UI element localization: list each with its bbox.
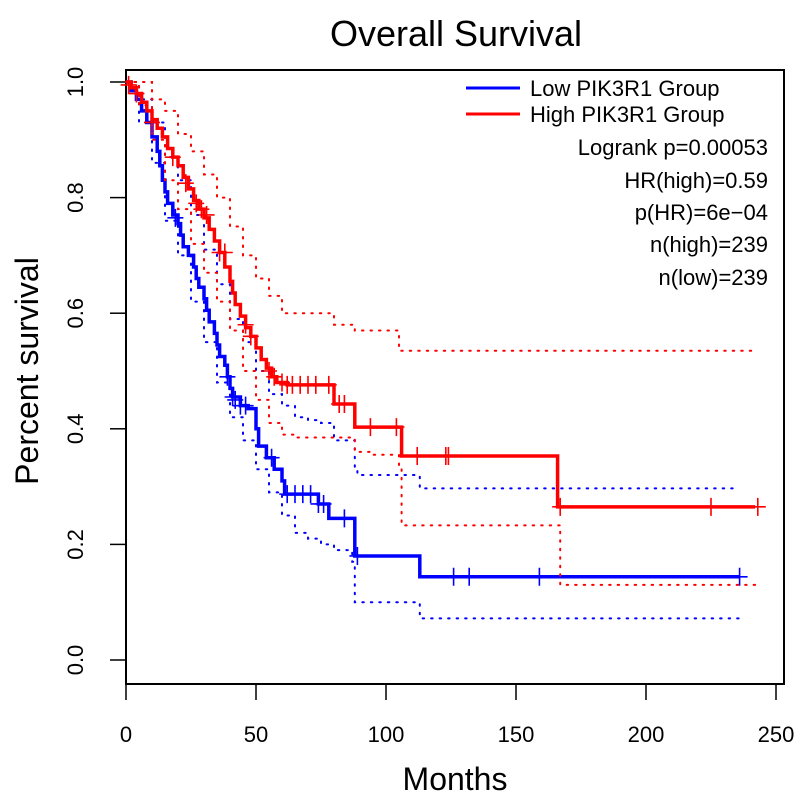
y-tick-label: 0.8 bbox=[63, 182, 88, 213]
censor-mark-high bbox=[552, 497, 569, 516]
censor-mark-high bbox=[320, 375, 337, 394]
censor-mark-low bbox=[349, 546, 366, 565]
censor-mark-high bbox=[164, 148, 181, 167]
censor-mark-high bbox=[216, 243, 233, 262]
series-high bbox=[120, 75, 766, 586]
censor-mark-low bbox=[224, 388, 241, 407]
x-tick-label: 200 bbox=[628, 722, 665, 747]
x-tick-label: 250 bbox=[758, 722, 795, 747]
censor-mark-high bbox=[177, 174, 194, 193]
censor-mark-low bbox=[237, 396, 254, 415]
censor-mark-low bbox=[445, 567, 462, 586]
y-tick-label: 1.0 bbox=[63, 67, 88, 98]
censor-mark-low bbox=[731, 567, 748, 586]
censor-mark-high bbox=[362, 418, 379, 437]
legend-label-high: High PIK3R1 Group bbox=[530, 102, 724, 127]
chart-title: Overall Survival bbox=[330, 13, 582, 54]
censor-mark-high bbox=[128, 84, 145, 103]
legend-label-low: Low PIK3R1 Group bbox=[530, 76, 720, 101]
annotation-logrank-p: Logrank p=0.00053 bbox=[578, 135, 768, 160]
censor-mark-high bbox=[237, 315, 254, 334]
y-tick-label: 0.4 bbox=[63, 414, 88, 445]
x-tick-label: 0 bbox=[120, 722, 132, 747]
x-tick-label: 50 bbox=[244, 722, 268, 747]
annotation-hr: HR(high)=0.59 bbox=[624, 168, 768, 193]
censor-mark-low bbox=[263, 448, 280, 467]
y-tick-label: 0.0 bbox=[63, 645, 88, 676]
censor-mark-low bbox=[219, 367, 236, 386]
censor-mark-low bbox=[461, 567, 478, 586]
x-axis-title: Months bbox=[403, 761, 508, 797]
x-tick-label: 100 bbox=[368, 722, 405, 747]
survival-curve-low bbox=[126, 80, 740, 579]
ci-lower-high bbox=[125, 81, 757, 586]
censor-mark-high bbox=[242, 327, 259, 346]
censor-mark-high bbox=[388, 418, 405, 437]
censor-mark-high bbox=[409, 446, 426, 465]
censor-mark-high bbox=[144, 113, 160, 132]
annotation-p-hr: p(HR)=6e−04 bbox=[635, 200, 768, 225]
annotation-n-high: n(high)=239 bbox=[650, 232, 768, 257]
censor-mark-low bbox=[336, 509, 353, 528]
y-tick-label: 0.6 bbox=[63, 298, 88, 329]
annotation-n-low: n(low)=239 bbox=[659, 265, 768, 290]
censor-mark-high bbox=[120, 75, 137, 94]
censor-mark-low bbox=[531, 567, 548, 586]
censor-mark-high bbox=[440, 446, 457, 465]
censor-mark-high bbox=[198, 205, 215, 224]
x-axis: 0 50 100 150 200 250 bbox=[120, 684, 794, 747]
censor-mark-low bbox=[167, 208, 184, 227]
censor-mark-high bbox=[336, 394, 353, 413]
legend: Low PIK3R1 Group High PIK3R1 Group Logra… bbox=[466, 76, 768, 290]
y-axis-title: Percent survival bbox=[9, 257, 45, 485]
censor-mark-low bbox=[302, 485, 319, 504]
y-axis: 0.0 0.2 0.4 0.6 0.8 1.0 bbox=[63, 67, 126, 676]
plot-frame bbox=[125, 69, 785, 685]
x-tick-label: 150 bbox=[498, 722, 535, 747]
censor-mark-high bbox=[749, 497, 766, 516]
censor-mark-high bbox=[703, 497, 719, 516]
y-tick-label: 0.2 bbox=[63, 529, 88, 560]
series-layer bbox=[120, 75, 766, 620]
ci-lower-low bbox=[125, 81, 741, 620]
censor-mark-low bbox=[315, 494, 332, 513]
